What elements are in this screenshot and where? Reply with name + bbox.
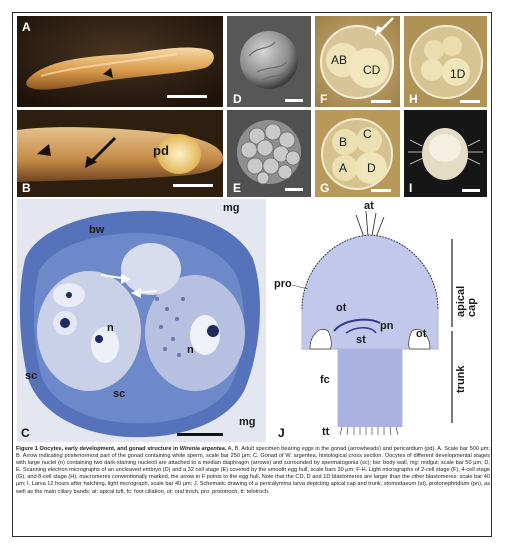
oral-troch-label: ot [416,328,427,340]
nucleus-label: n [107,322,114,334]
panel-h-image [404,16,487,107]
oral-troch-label: ot [336,302,347,314]
caption-species: Wirenia argentea [179,446,225,452]
trunk-label: trunk [455,365,467,394]
panel-a: A [17,16,223,107]
blastomere-ab-label: AB [331,53,348,67]
panel-label: E [233,181,242,195]
blastomere-d-label: D [367,161,376,175]
panel-label: A [22,20,31,34]
nucleus-label: n [187,344,194,356]
stomodaeum-label: st [356,334,366,346]
panel-f-image [315,16,400,107]
caption-title-end: . [224,446,227,452]
panel-h: 1D H [404,16,487,107]
scale-bar [460,100,480,103]
midgut-label: mg [239,416,256,428]
panel-label: G [320,181,330,195]
pericardium-label: pd [153,143,169,158]
telotroch-label: tt [322,426,330,438]
arrow-icon [131,288,141,298]
figure-caption: Figure 1 Oocytes, early development, and… [16,446,490,534]
panel-label: I [409,181,413,195]
arrowhead-icon [37,144,51,156]
scale-bar [285,99,303,102]
panel-d-image [227,16,311,107]
arrowhead-icon [103,68,113,78]
panel-label: D [233,92,242,106]
panel-d: D [227,16,311,107]
scale-bar [177,433,223,436]
panel-i-image [404,110,487,197]
blastomere-a-label: A [339,161,348,175]
scale-bar [173,184,213,187]
scale-bar [371,189,391,192]
larva-diagram [291,210,453,436]
apical-cap-label: apical cap [455,285,478,317]
panel-label: H [409,92,418,106]
blastomere-c-label: C [363,127,372,141]
arrow-icon [375,26,383,36]
arrow-icon [85,156,97,168]
panel-g: B C A D G [315,110,400,197]
panel-label: J [278,426,285,440]
panel-c: bw mg n n sc sc mg C [17,199,266,442]
panel-e: E [227,110,311,197]
panel-i: I [404,110,487,197]
protonephridium-label: pn [380,320,394,332]
panel-label: C [21,426,30,440]
scale-bar [167,95,207,98]
panel-g-image [315,110,400,197]
panel-label: F [320,92,328,106]
caption-body: A, B. Adult specimen bearing eggs in the… [16,446,490,495]
panel-b: pd B [17,110,223,197]
panel-j: at pro ot pn st ot fc tt apical cap trun… [272,199,488,442]
panel-c-image [17,199,266,442]
scale-bar [371,100,391,103]
panel-label: B [22,181,31,195]
arrow-icon [121,274,131,284]
spermatogonia-label: sc [113,388,126,400]
panel-f: AB CD F [315,16,400,107]
caption-title: Figure 1 Oocytes, early development, and… [16,446,180,452]
midgut-label: mg [223,202,240,214]
scale-bar [285,188,303,191]
panel-a-image [17,16,223,107]
blastomere-1d-label: 1D [450,67,466,81]
blastomere-b-label: B [339,135,348,149]
foot-ciliation-label: fc [320,374,330,386]
blastomere-cd-label: CD [363,63,381,77]
apical-tuft-label: at [364,200,374,212]
scale-bar [462,189,480,192]
spermatogonia-label: sc [25,370,38,382]
body-wall-label: bw [89,224,105,236]
panel-e-image [227,110,311,197]
prototroch-label: pro [274,278,292,290]
panel-b-image [17,110,223,197]
